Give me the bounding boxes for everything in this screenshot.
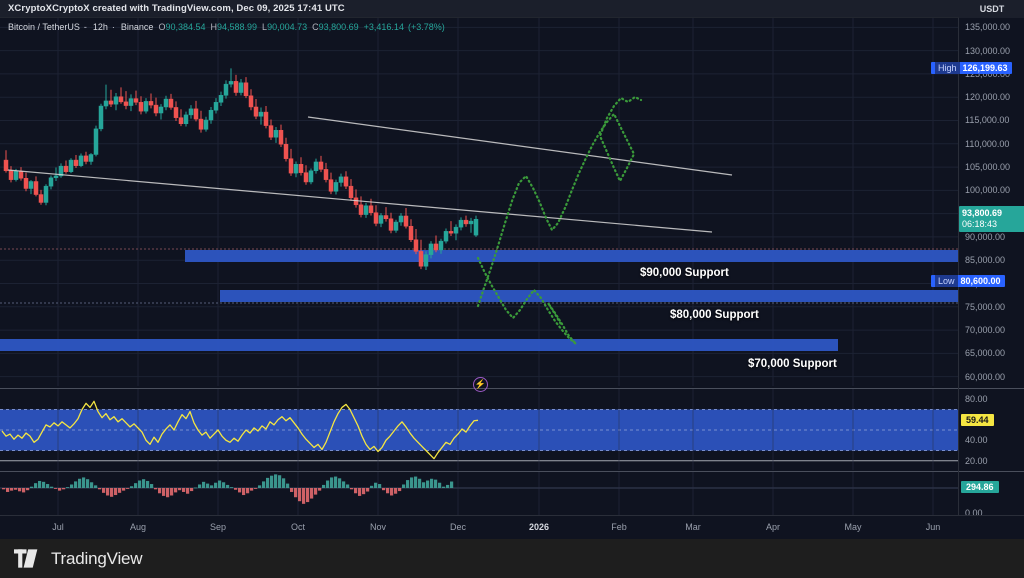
time-tick-apr: Apr	[765, 522, 781, 532]
low-tag: Low	[935, 274, 958, 287]
rsi-tick-0: 80.00	[965, 394, 988, 405]
price-tick-9: 90,000.00	[965, 231, 1006, 242]
watermark-text: XCryptoXCryptoX created with TradingView…	[8, 3, 345, 14]
price-tick-15: 60,000.00	[965, 371, 1006, 382]
macd-zero-tick: 0.00	[965, 508, 983, 518]
rsi-value: 59.44	[966, 415, 989, 426]
support-label-1: $80,000 Support	[670, 309, 759, 321]
low-label: L	[262, 22, 268, 32]
time-tick-2026: 2026	[528, 522, 550, 532]
macd-value: 294.86	[966, 482, 994, 492]
low-value: 90,004.73	[267, 22, 308, 32]
macd-value-badge: 294.86	[961, 481, 999, 493]
high-price-value: 126,199.63	[962, 63, 1008, 74]
support-label-2: $70,000 Support	[748, 358, 837, 370]
last-price-badge[interactable]: 93,800.69 06:18:43	[959, 206, 1024, 233]
tradingview-logo[interactable]: TradingView	[14, 548, 143, 569]
chart-legend: Bitcoin / TetherUS - 12h · Binance O 90,…	[8, 22, 445, 32]
price-tick-14: 65,000.00	[965, 348, 1006, 359]
price-tick-4: 115,000.00	[965, 115, 1010, 126]
lightning-event-icon[interactable]: ⚡	[473, 377, 488, 392]
legend-separator: ·	[111, 22, 115, 32]
time-tick-aug: Aug	[129, 522, 147, 532]
exchange-label[interactable]: Binance	[120, 22, 154, 32]
macd-panel[interactable]	[0, 471, 958, 515]
open-label: O	[158, 22, 166, 32]
price-tick-3: 120,000.00	[965, 92, 1011, 103]
rsi-tick-2: 20.00	[965, 455, 988, 466]
symbol-name[interactable]: Bitcoin / TetherUS	[8, 22, 80, 32]
support-label-0: $90,000 Support	[640, 267, 729, 279]
footer-bar: TradingView	[0, 539, 1024, 578]
tradingview-wordmark: TradingView	[51, 548, 143, 568]
time-tick-jun: Jun	[925, 522, 941, 532]
change-percent: (+3.78%)	[407, 22, 445, 32]
macd-chart-svg	[0, 472, 958, 515]
bar-countdown: 06:18:43	[962, 219, 998, 230]
price-panel[interactable]: $90,000 Support $80,000 Support $70,000 Su…	[0, 18, 958, 386]
price-tick-0: 135,000.00	[965, 22, 1011, 33]
time-tick-feb: Feb	[611, 522, 627, 532]
last-price-value: 93,800.69	[962, 208, 1003, 219]
high-tag: High	[935, 62, 960, 75]
price-chart-svg	[0, 18, 958, 386]
time-tick-oct: Oct	[290, 522, 306, 532]
high-value: 94,588.99	[217, 22, 258, 32]
currency-label: USDT	[959, 0, 1024, 18]
close-value: 93,800.69	[318, 22, 359, 32]
change-value: +3,416.14	[363, 22, 404, 32]
watermark-bar: XCryptoXCryptoX created with TradingView…	[0, 0, 1024, 18]
high-price-badge: High 126,199.63	[931, 62, 1012, 75]
price-tick-5: 110,000.00	[965, 138, 1010, 149]
price-tick-10: 85,000.00	[965, 255, 1006, 266]
close-label: C	[312, 22, 319, 32]
rsi-tick-1: 40.00	[965, 435, 988, 446]
price-axis[interactable]: USDT 135,000.00130,000.00125,000.00120,0…	[931, 0, 1024, 518]
low-price-value: 80,600.00	[960, 275, 1001, 286]
price-tick-12: 75,000.00	[965, 301, 1006, 312]
interval-label[interactable]: 12h	[92, 22, 108, 32]
time-tick-nov: Nov	[369, 522, 387, 532]
rsi-panel[interactable]	[0, 388, 958, 470]
rsi-value-badge: 59.44	[961, 414, 994, 427]
tradingview-mark-icon	[14, 549, 38, 568]
time-tick-jul: Jul	[52, 522, 64, 532]
time-tick-dec: Dec	[449, 522, 467, 532]
time-tick-sep: Sep	[209, 522, 227, 532]
price-tick-1: 130,000.00	[965, 45, 1011, 56]
time-tick-may: May	[844, 522, 862, 532]
time-axis[interactable]: Jul Aug Sep Oct Nov Dec 2026 Feb Mar Apr May Jun	[0, 515, 1024, 539]
high-label: H	[210, 22, 218, 32]
price-tick-7: 100,000.00	[965, 185, 1011, 196]
low-price-badge: Low 80,600.00	[931, 274, 1005, 287]
open-value: 90,384.54	[165, 22, 206, 32]
price-tick-6: 105,000.00	[965, 162, 1011, 173]
time-tick-mar: Mar	[685, 522, 701, 532]
rsi-chart-svg	[0, 389, 958, 470]
price-tick-13: 70,000.00	[965, 325, 1006, 336]
